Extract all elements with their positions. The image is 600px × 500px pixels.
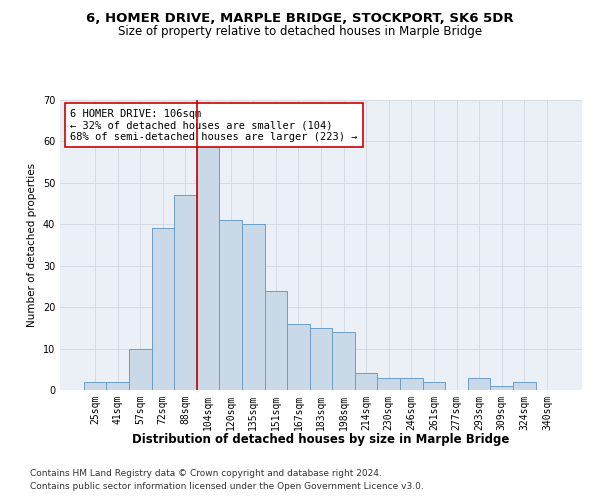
Bar bbox=[220, 220, 242, 390]
Bar bbox=[490, 386, 513, 390]
Bar bbox=[106, 382, 129, 390]
Text: Contains public sector information licensed under the Open Government Licence v3: Contains public sector information licen… bbox=[30, 482, 424, 491]
Bar bbox=[242, 224, 265, 390]
Text: Contains HM Land Registry data © Crown copyright and database right 2024.: Contains HM Land Registry data © Crown c… bbox=[30, 468, 382, 477]
Bar bbox=[129, 348, 152, 390]
Bar bbox=[355, 374, 377, 390]
Bar bbox=[377, 378, 400, 390]
Bar bbox=[265, 290, 287, 390]
Bar bbox=[197, 146, 220, 390]
Bar bbox=[468, 378, 490, 390]
Bar bbox=[422, 382, 445, 390]
Bar bbox=[287, 324, 310, 390]
Bar bbox=[310, 328, 332, 390]
Text: Distribution of detached houses by size in Marple Bridge: Distribution of detached houses by size … bbox=[133, 432, 509, 446]
Bar bbox=[84, 382, 106, 390]
Bar bbox=[152, 228, 174, 390]
Text: 6 HOMER DRIVE: 106sqm
← 32% of detached houses are smaller (104)
68% of semi-det: 6 HOMER DRIVE: 106sqm ← 32% of detached … bbox=[70, 108, 358, 142]
Bar bbox=[332, 332, 355, 390]
Y-axis label: Number of detached properties: Number of detached properties bbox=[27, 163, 37, 327]
Bar bbox=[400, 378, 422, 390]
Bar bbox=[174, 196, 197, 390]
Text: Size of property relative to detached houses in Marple Bridge: Size of property relative to detached ho… bbox=[118, 25, 482, 38]
Bar bbox=[513, 382, 536, 390]
Text: 6, HOMER DRIVE, MARPLE BRIDGE, STOCKPORT, SK6 5DR: 6, HOMER DRIVE, MARPLE BRIDGE, STOCKPORT… bbox=[86, 12, 514, 26]
